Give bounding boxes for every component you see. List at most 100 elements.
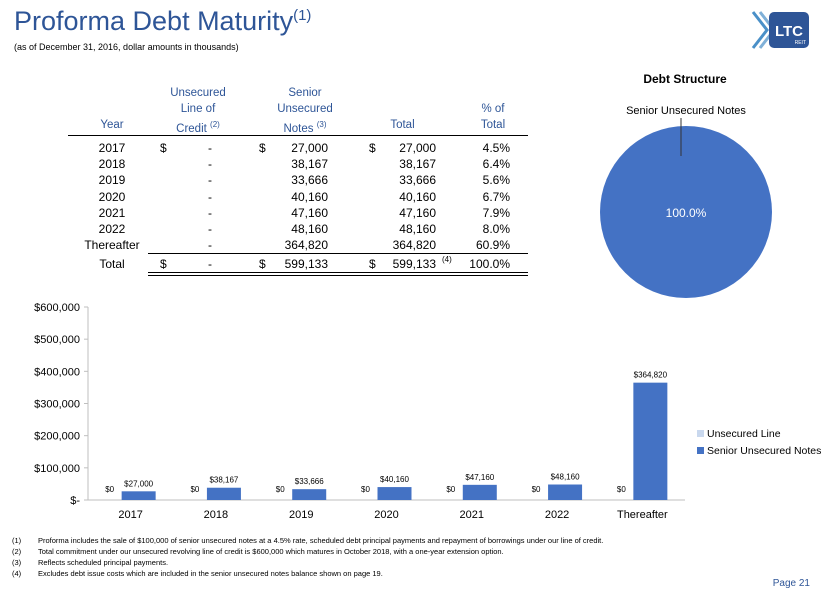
x-tick-label: Thereafter: [617, 509, 668, 521]
table-cell-pct: 5.6%: [482, 173, 510, 188]
page-title: Proforma Debt Maturity(1): [14, 6, 311, 37]
x-tick-label: 2021: [460, 509, 484, 521]
table-total-rule-bottom-1: [148, 272, 528, 273]
footnote-number: (4): [12, 569, 22, 578]
table-cell-senior: 27,000: [291, 141, 328, 155]
pie-data-label: 100.0%: [666, 206, 707, 220]
col-header-year: Year: [100, 119, 124, 131]
y-tick-label: $600,000: [34, 302, 80, 314]
legend-swatch: [697, 430, 704, 437]
table-cell-pct: 8.0%: [482, 222, 510, 236]
pie-slice: [600, 126, 772, 298]
table-cell-line: -: [208, 157, 212, 172]
table-cell-pct: 6.7%: [482, 189, 510, 204]
col-header-line-1: Unsecured: [170, 87, 226, 99]
table-cell-year: 2021: [98, 205, 126, 220]
footnote-text: Reflects scheduled principal payments.: [38, 558, 169, 567]
table-cell-line: -: [208, 238, 212, 253]
table-cell-line-cur: $: [160, 257, 167, 271]
legend-label: Unsecured Line: [707, 428, 781, 440]
col-header-pct-2: Total: [480, 119, 506, 131]
bar-label-senior-notes: $364,820: [634, 371, 668, 380]
table-cell-total: 48,160: [399, 222, 436, 236]
table-cell-year: Total: [99, 257, 125, 271]
bar-label-senior-notes: $38,167: [209, 476, 238, 485]
table-cell-pct: 60.9%: [475, 238, 510, 253]
bar-label-senior-notes: $47,160: [465, 473, 494, 482]
table-cell-line: -: [208, 141, 212, 155]
bar-senior-notes: [548, 484, 583, 500]
col-header-senior-3: Notes (3): [265, 117, 345, 137]
footnote-text: Excludes debt issue costs which are incl…: [38, 569, 383, 578]
footnote-number: (3): [12, 558, 22, 567]
table-cell-senior: 47,160: [291, 205, 328, 220]
footnote-item: (4) Excludes debt issue costs which are i…: [12, 568, 603, 579]
table-cell-line-cur: $: [160, 141, 167, 155]
footnote-item: (1) Proforma includes the sale of $100,00…: [12, 535, 603, 546]
table-cell-line: -: [208, 257, 212, 271]
table-cell-total: 38,167: [399, 157, 436, 172]
col-header-line-footnote: (2): [210, 120, 220, 129]
table-cell-year: 2019: [98, 173, 126, 188]
legend-swatch: [697, 447, 704, 454]
table-cell-pct: 6.4%: [482, 157, 510, 172]
table-cell-total: 364,820: [392, 238, 436, 253]
table-header-rule: [68, 135, 528, 136]
footnote-item: (3) Reflects scheduled principal payments…: [12, 557, 603, 568]
bar-label-unsecured-line: $0: [532, 485, 541, 494]
x-tick-label: 2022: [545, 509, 569, 521]
page-subtitle: (as of December 31, 2016, dollar amounts…: [14, 42, 239, 52]
col-header-line-2: Line of: [180, 103, 216, 115]
table-cell-total: 47,160: [399, 205, 436, 220]
x-tick-label: 2020: [374, 509, 398, 521]
col-header-line-3: Credit (2): [158, 117, 238, 137]
bar-senior-notes: [377, 487, 412, 500]
table-cell-total-cur: $: [369, 257, 376, 271]
legend-label: Senior Unsecured Notes: [707, 445, 821, 457]
table-cell-year: 2022: [98, 222, 126, 236]
pie-title: Debt Structure: [643, 72, 727, 86]
footnote-number: (1): [12, 536, 22, 545]
bar-senior-notes: [206, 487, 241, 500]
table-cell-line: -: [208, 173, 212, 188]
bar-label-unsecured-line: $0: [190, 485, 199, 494]
bar-label-senior-notes: $40,160: [380, 475, 409, 484]
table-total-rule-top: [148, 253, 528, 254]
footnote-item: (2) Total commitment under our unsecured …: [12, 546, 603, 557]
table-cell-year: 2018: [98, 157, 126, 172]
table-cell-senior: 48,160: [291, 222, 328, 236]
bar-label-senior-notes: $33,666: [295, 477, 324, 486]
table-cell-total: 27,000: [399, 141, 436, 155]
col-header-senior-2: Unsecured: [277, 103, 333, 115]
bar-label-unsecured-line: $0: [617, 485, 626, 494]
page-title-text: Proforma Debt Maturity: [14, 6, 294, 36]
table-cell-year: 2017: [98, 141, 126, 155]
table-cell-senior-cur: $: [259, 141, 266, 155]
table-cell-senior: 40,160: [291, 189, 328, 204]
bar-label-senior-notes: $48,160: [551, 473, 580, 482]
x-tick-label: 2019: [289, 509, 313, 521]
bar-label-unsecured-line: $0: [446, 485, 455, 494]
col-header-line-3-text: Credit: [176, 122, 207, 135]
table-cell-year: 2020: [98, 189, 126, 204]
table-cell-senior: 599,133: [284, 257, 328, 271]
table-cell-total: 40,160: [399, 189, 436, 204]
table-cell-senior: 33,666: [291, 173, 328, 188]
col-header-senior-footnote: (3): [316, 120, 327, 129]
col-header-senior-3-text: Notes: [283, 122, 314, 135]
y-tick-label: $100,000: [34, 463, 80, 475]
bar-label-senior-notes: $27,000: [124, 479, 153, 488]
logo-subtext: REIT: [795, 40, 806, 46]
table-cell-total-cur: $: [369, 141, 376, 155]
table-cell-senior-cur: $: [259, 257, 266, 271]
table-total-rule-bottom-2: [148, 275, 528, 276]
footnote-text: Proforma includes the sale of $100,000 o…: [38, 536, 604, 545]
footnote-number: (2): [12, 547, 22, 556]
table-cell-line: -: [208, 222, 212, 236]
y-tick-label: $200,000: [34, 431, 80, 443]
total-footnote: (4): [442, 255, 452, 264]
bar-label-unsecured-line: $0: [361, 485, 370, 494]
table-cell-pct: 100.0%: [469, 257, 510, 271]
bar-label-unsecured-line: $0: [276, 485, 285, 494]
